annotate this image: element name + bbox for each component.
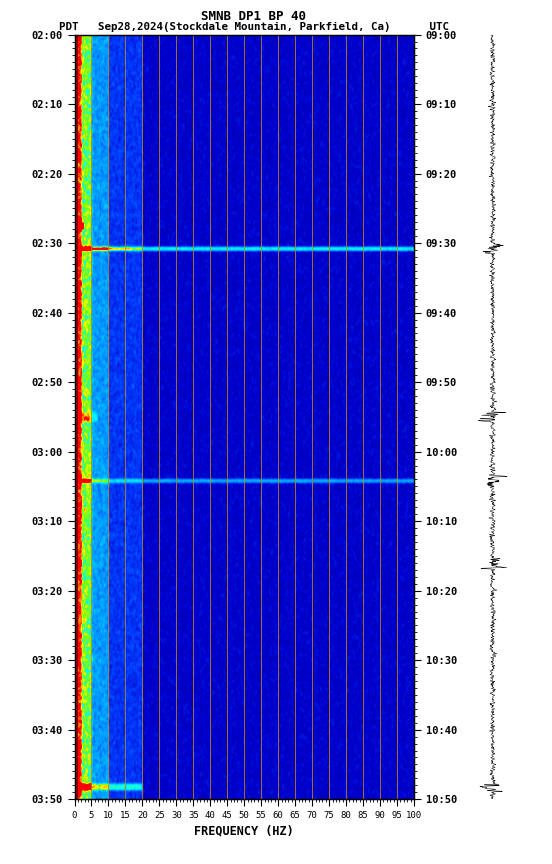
X-axis label: FREQUENCY (HZ): FREQUENCY (HZ) <box>194 824 294 837</box>
Text: SMNB DP1 BP 40: SMNB DP1 BP 40 <box>201 10 306 23</box>
Text: PDT   Sep28,2024(Stockdale Mountain, Parkfield, Ca)      UTC: PDT Sep28,2024(Stockdale Mountain, Parkf… <box>59 22 449 33</box>
